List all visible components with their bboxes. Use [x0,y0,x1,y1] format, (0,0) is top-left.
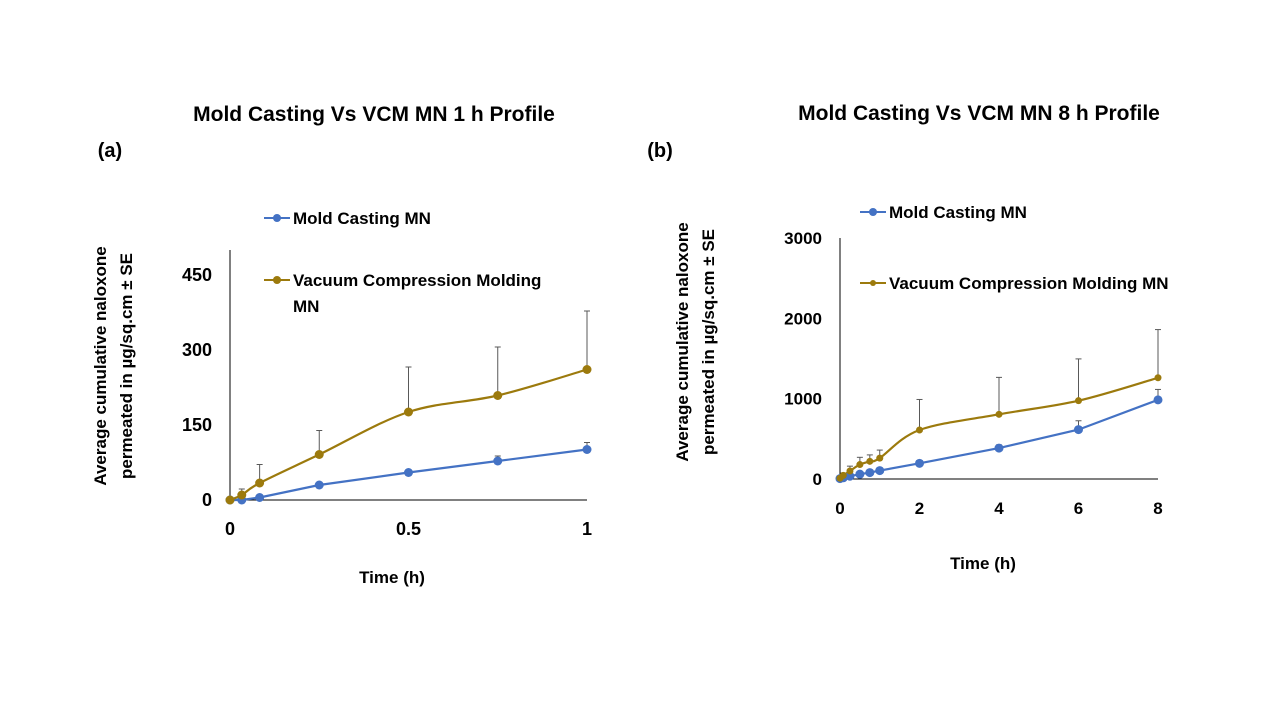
chart-panel-a: Mold Casting Vs VCM MN 1 h Profile (a) A… [91,103,592,587]
x-tick-label-b: 4 [994,499,1004,518]
legend-label-vcm-b: Vacuum Compression Molding MN [889,274,1169,293]
data-point-vcm-a [582,365,592,374]
x-tick-label-b: 0 [835,499,844,518]
legend-label-vcm-a-line1: Vacuum Compression Molding [293,271,541,290]
data-point-vcm-a [237,490,247,500]
x-tick-label-a: 0.5 [396,519,421,539]
data-point-vcm-a [314,450,324,459]
y-axis-label-a: Average cumulative naloxone permeated in… [91,246,136,485]
data-point-vcm-b [866,457,874,465]
x-tick-label-b: 6 [1074,499,1083,518]
panel-label-b: (b) [647,140,673,162]
data-points-a [225,365,592,505]
data-point-vcm-b [846,467,854,475]
data-point-vcm-a [404,407,413,417]
x-tick-label-a: 0 [225,519,235,539]
legend-b: Mold Casting MN Vacuum Compression Moldi… [860,203,1169,293]
y-axis-label-a-line1: Average cumulative naloxone [91,246,110,485]
data-point-vcm-b [856,461,864,469]
legend-label-mold-a: Mold Casting MN [293,209,431,228]
x-tick-label-b: 8 [1153,499,1162,518]
data-point-mold-a [255,493,265,502]
x-tick-labels-a: 0 0.5 1 [225,519,592,539]
y-tick-label-b: 1000 [784,390,822,409]
data-point-vcm-b [876,454,884,462]
data-point-mold-a [314,480,324,490]
data-point-mold-b [875,466,885,476]
legend-marker-vcm-a [273,276,281,284]
data-point-vcm-a [225,495,235,505]
data-point-mold-b [855,469,865,479]
y-tick-label-b: 0 [813,470,822,489]
y-axis-label-b-line1: Average cumulative naloxone [673,222,692,461]
y-tick-label-a: 450 [182,265,212,285]
y-tick-label-a: 0 [202,490,212,510]
legend-marker-mold-b [869,208,877,216]
data-point-vcm-b [839,471,847,479]
panel-label-a: (a) [98,140,122,162]
data-point-vcm-b [916,426,923,434]
y-tick-labels-b: 0 1000 2000 3000 [784,229,822,489]
data-point-mold-a [493,456,503,466]
data-point-mold-b [915,458,924,468]
data-point-mold-b [1153,395,1163,405]
y-tick-label-b: 2000 [784,309,822,328]
error-bars-b [840,329,1161,479]
legend-marker-vcm-b [870,280,876,286]
x-axis-label-b: Time (h) [950,554,1016,573]
data-point-vcm-a [255,478,265,488]
chart-title-b: Mold Casting Vs VCM MN 8 h Profile [798,102,1160,125]
data-point-vcm-b [995,410,1003,418]
y-axis-label-a-line2: permeated in µg/sq.cm ± SE [117,253,136,479]
legend-label-vcm-a: Vacuum Compression Molding MN [293,271,541,316]
legend-a: Mold Casting MN Vacuum Compression Moldi… [264,209,541,316]
legend-marker-mold-a [273,214,281,222]
legend-label-mold-b: Mold Casting MN [889,203,1027,222]
x-tick-label-b: 2 [915,499,924,518]
y-tick-label-a: 150 [182,415,212,435]
x-tick-labels-b: 0 2 4 6 8 [835,499,1162,518]
y-tick-label-a: 300 [182,340,212,360]
chart-title-a: Mold Casting Vs VCM MN 1 h Profile [193,103,555,126]
y-tick-label-b: 3000 [784,229,822,248]
data-points-b [835,374,1163,484]
error-bars-a [238,310,590,498]
x-axis-label-a: Time (h) [359,568,425,587]
data-point-mold-b [994,443,1004,453]
y-axis-label-b: Average cumulative naloxone permeated in… [673,222,718,461]
data-point-mold-a [404,468,413,477]
data-point-mold-b [865,468,875,478]
data-point-vcm-a [493,391,503,400]
data-point-mold-b [1074,425,1083,435]
chart-panel-b: Mold Casting Vs VCM MN 8 h Profile (b) A… [647,102,1168,573]
data-point-mold-b [845,471,855,481]
y-tick-labels-a: 0 150 300 450 [182,265,212,510]
data-point-mold-a [582,445,592,454]
x-tick-label-a: 1 [582,519,592,539]
data-point-vcm-b [1154,374,1162,382]
data-point-vcm-b [1075,397,1082,405]
legend-label-vcm-a-line2: MN [293,297,319,316]
y-axis-label-b-line2: permeated in µg/sq.cm ± SE [699,229,718,455]
